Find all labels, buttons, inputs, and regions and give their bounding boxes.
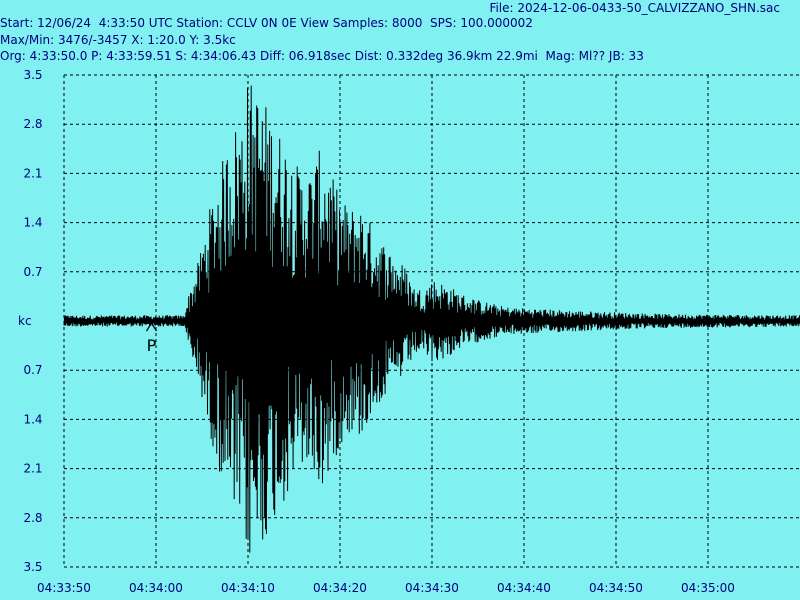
arrival-info-line: Org: 4:33:50.0 P: 4:33:59.51 S: 4:34:06.…: [0, 49, 644, 63]
y-tick-label: 1.4: [23, 412, 42, 426]
file-name-label: File: 2024-12-06-0433-50_CALVIZZANO_SHN.…: [489, 1, 780, 15]
axis-labels: 3.52.82.11.40.7kc0.71.42.12.83.5N04:33:5…: [18, 68, 735, 595]
y-tick-label: 3.5: [23, 560, 42, 574]
x-tick-label: 04:34:10: [221, 581, 275, 595]
phase-label-p: P: [147, 336, 157, 355]
y-tick-label: 0.7: [23, 363, 42, 377]
x-tick-label: 04:34:00: [129, 581, 183, 595]
phase-label-s: S: [210, 350, 220, 369]
y-tick-label: 2.1: [23, 166, 42, 180]
y-tick-label: 2.8: [23, 511, 42, 525]
x-tick-label: 04:34:40: [497, 581, 551, 595]
x-tick-label: 04:34:50: [589, 581, 643, 595]
x-tick-label: 04:33:50: [37, 581, 91, 595]
seismic-trace: [63, 85, 800, 553]
y-tick-label: 2.1: [23, 462, 42, 476]
y-tick-label: 1.4: [23, 216, 42, 230]
y-tick-label: 0.7: [23, 265, 42, 279]
phase-arrow-p: [145, 321, 158, 332]
station-info-line: Start: 12/06/24 4:33:50 UTC Station: CCL…: [0, 16, 533, 30]
phase-arrow-s: [209, 321, 221, 332]
y-tick-label: 3.5: [23, 68, 42, 82]
y-tick-label: kc: [18, 314, 32, 328]
y-tick-label: 2.8: [23, 117, 42, 131]
x-tick-label: 04:35:00: [681, 581, 735, 595]
x-tick-label: 04:34:20: [313, 581, 367, 595]
x-tick-label: 04:34:30: [405, 581, 459, 595]
amplitude-info-line: Max/Min: 3476/-3457 X: 1:20.0 Y: 3.5kc: [0, 33, 236, 47]
phase-markers: PS: [145, 321, 221, 369]
